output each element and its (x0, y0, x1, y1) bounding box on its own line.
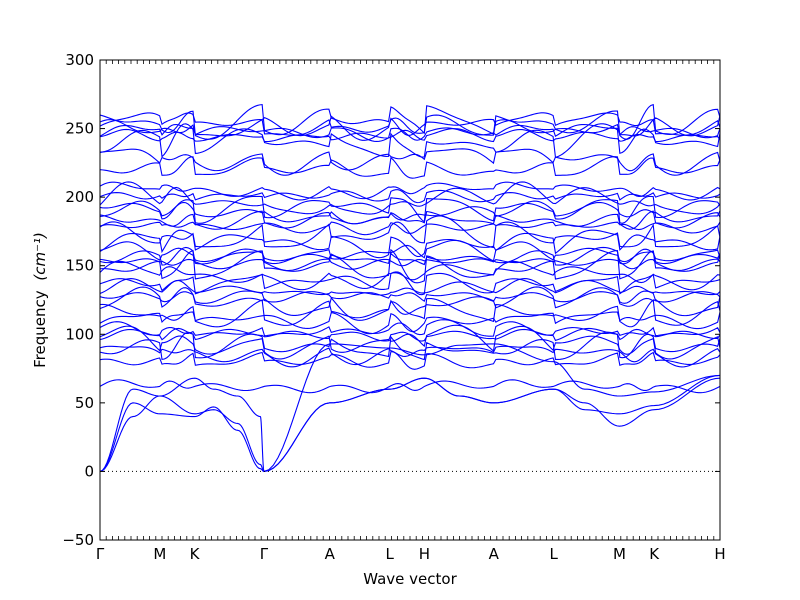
optical-branch (100, 290, 720, 304)
optical-branch (100, 297, 720, 328)
x-tick-label: M (613, 545, 626, 563)
optical-branch (100, 123, 720, 159)
optical-branch (100, 350, 720, 370)
y-tick-label: −50 (62, 531, 94, 549)
x-tick-label: A (489, 545, 500, 563)
y-axis-label-text: Frequency (31, 290, 49, 368)
y-tick-label: 50 (75, 394, 94, 412)
optical-branch (100, 128, 720, 143)
optical-branch (100, 181, 720, 215)
plot-frame (99, 59, 721, 541)
optical-branch (100, 210, 720, 230)
y-tick-label: 250 (65, 120, 94, 138)
x-tick-label: L (549, 545, 558, 563)
optical-branch (100, 311, 720, 335)
optical-branch (100, 189, 720, 204)
optical-branch (100, 156, 720, 179)
plot-area (100, 103, 720, 473)
optical-branch (100, 239, 720, 265)
optical-branch (100, 103, 720, 140)
y-tick-label: 150 (65, 257, 94, 275)
optical-branch (100, 319, 720, 337)
optical-branch (100, 195, 720, 224)
optical-branch (100, 327, 720, 342)
optical-branch (100, 379, 720, 394)
x-tick-label: Γ (96, 545, 105, 563)
x-axis-label: Wave vector (363, 570, 457, 588)
x-tick-label: M (153, 545, 166, 563)
x-tick-label: K (649, 545, 660, 563)
x-tick-label: Γ (260, 545, 269, 563)
optical-branch (100, 112, 720, 141)
y-axis-label: Frequency (cm⁻¹) (31, 232, 49, 368)
x-tick-label: H (714, 545, 725, 563)
optical-branch (100, 148, 720, 176)
x-tick-label: A (325, 545, 336, 563)
optical-branch (100, 114, 720, 137)
optical-branch (100, 200, 720, 225)
acoustic-branch (100, 374, 720, 472)
y-tick-label: 200 (65, 188, 94, 206)
x-tick-label: H (419, 545, 430, 563)
x-tick-label: L (385, 545, 394, 563)
optical-branch (100, 181, 720, 201)
optical-branch (100, 278, 720, 296)
y-axis-ticks: −50 0 50 100 150 200 250 300 (62, 51, 720, 549)
optical-branch (100, 246, 720, 266)
y-tick-label: 0 (84, 462, 94, 480)
y-axis-label-unit: (cm⁻¹) (31, 232, 49, 281)
optical-branch (100, 229, 720, 259)
phonon-bands (100, 103, 720, 473)
y-axis-label-group: Frequency (cm⁻¹) (31, 232, 49, 368)
optical-branch (100, 221, 720, 236)
x-tick-label: K (190, 545, 201, 563)
optical-branch (100, 123, 720, 143)
optical-branch (100, 258, 720, 272)
optical-branch (100, 271, 720, 296)
y-tick-label: 100 (65, 325, 94, 343)
y-tick-label: 300 (65, 51, 94, 69)
